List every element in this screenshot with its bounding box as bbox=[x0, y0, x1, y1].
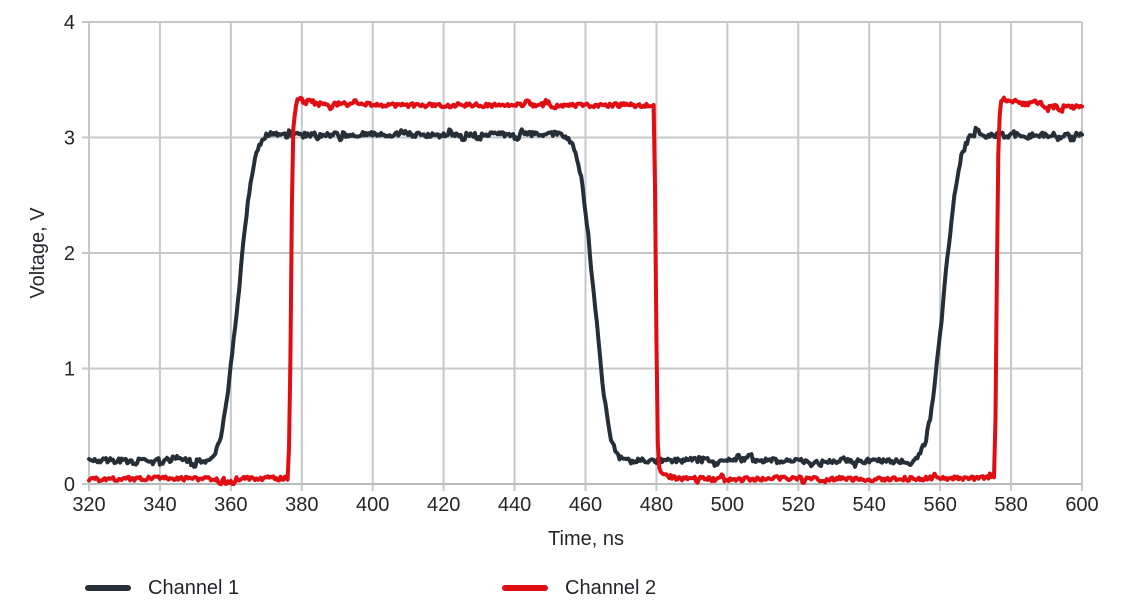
legend-label: Channel 2 bbox=[565, 577, 657, 599]
grid-layer bbox=[88, 21, 1083, 485]
x-tick-label: 600 bbox=[1065, 494, 1098, 516]
x-axis-title: Time, ns bbox=[548, 528, 624, 550]
x-tick-label: 540 bbox=[853, 494, 886, 516]
x-tick-label: 440 bbox=[498, 494, 531, 516]
x-tick-label: 380 bbox=[285, 494, 318, 516]
y-tick-label: 0 bbox=[64, 474, 75, 496]
x-tick-label: 320 bbox=[72, 494, 105, 516]
y-tick-label: 4 bbox=[64, 12, 75, 34]
x-tick-label: 520 bbox=[782, 494, 815, 516]
x-tick-label: 500 bbox=[711, 494, 744, 516]
trace-channel-2 bbox=[87, 95, 1084, 487]
x-tick-label: 340 bbox=[143, 494, 176, 516]
x-tick-label: 420 bbox=[427, 494, 460, 516]
channel-1-swatch-icon bbox=[85, 585, 131, 591]
tick-layer: 320 340 360 380 400 420 440 460 480 500 520 540 560 5… bbox=[64, 12, 1099, 516]
legend-item-channel-1: Channel 1 bbox=[85, 574, 239, 602]
x-tick-label: 400 bbox=[356, 494, 389, 516]
legend-label: Channel 1 bbox=[148, 577, 240, 599]
y-tick-label: 3 bbox=[64, 128, 75, 150]
x-tick-label: 460 bbox=[569, 494, 602, 516]
x-tick-label: 480 bbox=[640, 494, 673, 516]
y-tick-label: 1 bbox=[64, 359, 75, 381]
legend: Channel 1 Channel 2 bbox=[0, 574, 1134, 602]
channel-2-swatch-icon bbox=[502, 585, 548, 591]
series-layer bbox=[87, 95, 1084, 487]
legend-item-channel-2: Channel 2 bbox=[502, 574, 656, 602]
trace-channel-1 bbox=[87, 125, 1084, 469]
y-axis-title: Voltage, V bbox=[27, 207, 49, 299]
x-tick-label: 580 bbox=[994, 494, 1027, 516]
x-tick-label: 360 bbox=[214, 494, 247, 516]
y-tick-label: 2 bbox=[64, 243, 75, 265]
x-tick-label: 560 bbox=[923, 494, 956, 516]
